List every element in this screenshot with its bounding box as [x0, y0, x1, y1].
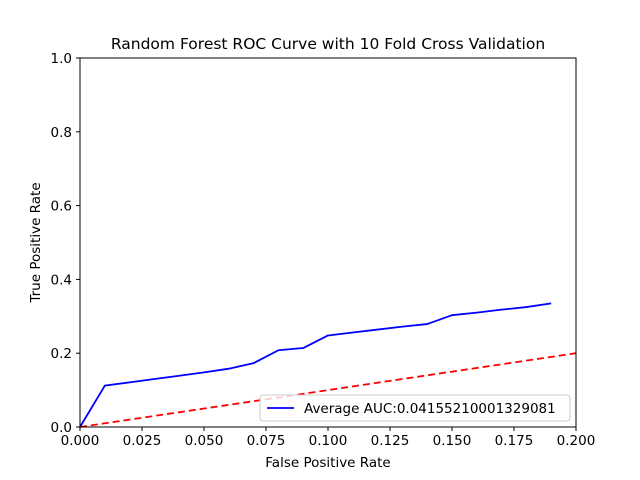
x-tick-label: 0.050: [185, 433, 224, 449]
x-tick-label: 0.000: [61, 433, 100, 449]
x-tick-label: 0.150: [433, 433, 472, 449]
legend: Average AUC:0.04155210001329081: [259, 394, 571, 422]
x-tick-label: 0.075: [247, 433, 286, 449]
tick-layer: 0.000 0.025 0.050 0.075 0.100 0.125 0.150 0.175…: [51, 51, 596, 449]
y-tick-label: 0.4: [51, 272, 72, 288]
y-tick-label: 0.2: [51, 346, 72, 362]
y-tick-label: 0.8: [51, 125, 72, 141]
plot-area: [80, 58, 576, 427]
roc-curve-line: [79, 302, 552, 428]
y-tick-label: 0.6: [51, 199, 72, 215]
x-tick-label: 0.175: [495, 433, 534, 449]
diagonal-reference-line: [79, 352, 577, 428]
y-axis-label: True Positive Rate: [28, 182, 44, 303]
series-layer: [79, 302, 577, 428]
x-axis-label: False Positive Rate: [265, 455, 390, 471]
legend-box: [259, 394, 571, 422]
legend-label: Average AUC:0.04155210001329081: [304, 401, 556, 417]
y-tick-label: 0.0: [51, 420, 72, 436]
x-tick-label: 0.200: [557, 433, 596, 449]
x-tick-label: 0.025: [123, 433, 162, 449]
x-tick-label: 0.100: [309, 433, 348, 449]
chart-title: Random Forest ROC Curve with 10 Fold Cro…: [111, 35, 545, 53]
plot-frame: [79, 57, 577, 428]
x-tick-label: 0.125: [371, 433, 410, 449]
y-tick-label: 1.0: [51, 51, 72, 67]
